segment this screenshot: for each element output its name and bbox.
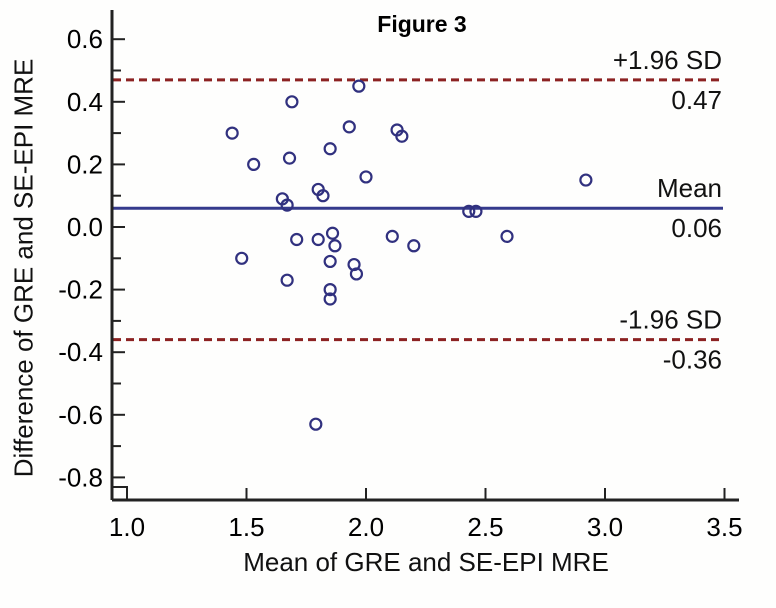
data-point: [316, 189, 330, 203]
data-point: [323, 142, 337, 156]
data-point: [290, 232, 304, 247]
upper-loa-label: +1.96 SD: [613, 45, 722, 75]
y-tick-label: 0.4: [67, 87, 103, 117]
data-point: [311, 232, 325, 247]
y-tick-label: -0.2: [58, 275, 103, 305]
data-point: [225, 126, 239, 140]
upper-loa-value: 0.47: [671, 85, 722, 115]
data-point: [235, 251, 249, 265]
lower-loa-label: -1.96 SD: [619, 305, 722, 335]
y-tick-label: 0.0: [67, 212, 103, 242]
y-tick-label: 0.2: [67, 149, 103, 179]
data-point: [323, 292, 337, 306]
data-point: [342, 120, 356, 134]
x-tick-label: 2.5: [467, 512, 503, 542]
data-point: [247, 157, 261, 171]
y-tick-label: -0.6: [58, 400, 103, 430]
mean-value: 0.06: [671, 213, 722, 243]
x-tick-label: 3.0: [587, 512, 623, 542]
data-point: [579, 173, 593, 187]
data-point: [500, 229, 514, 243]
y-tick-label: -0.8: [58, 462, 103, 492]
data-point: [282, 151, 297, 165]
mean-label: Mean: [657, 173, 722, 203]
data-point: [352, 79, 366, 93]
data-point: [349, 267, 364, 281]
data-point: [323, 254, 337, 269]
data-point: [395, 129, 409, 143]
x-axis-title: Mean of GRE and SE-EPI MRE: [243, 547, 609, 577]
data-point: [325, 226, 340, 240]
data-point: [359, 170, 373, 184]
data-point: [407, 239, 421, 253]
data-point: [309, 417, 323, 431]
data-point: [469, 204, 483, 218]
y-axis-title: Difference of GRE and SE-EPI MRE: [8, 58, 39, 478]
x-tick-label: 1.0: [109, 512, 145, 542]
corner-mark: [112, 486, 128, 500]
lower-loa-value: -0.36: [663, 345, 722, 375]
x-tick-label: 3.5: [706, 512, 742, 542]
x-tick-label: 1.5: [228, 512, 264, 542]
data-point: [462, 204, 476, 218]
x-tick-label: 2.0: [348, 512, 384, 542]
data-point: [323, 283, 337, 297]
data-point: [280, 198, 294, 212]
data-point: [285, 95, 299, 109]
data-point: [385, 229, 399, 243]
y-tick-label: 0.6: [67, 24, 103, 54]
y-tick-label: -0.4: [58, 337, 103, 367]
data-point: [280, 273, 294, 287]
data-point: [328, 239, 342, 253]
axes: [110, 10, 739, 502]
figure-title: Figure 3: [377, 11, 467, 37]
